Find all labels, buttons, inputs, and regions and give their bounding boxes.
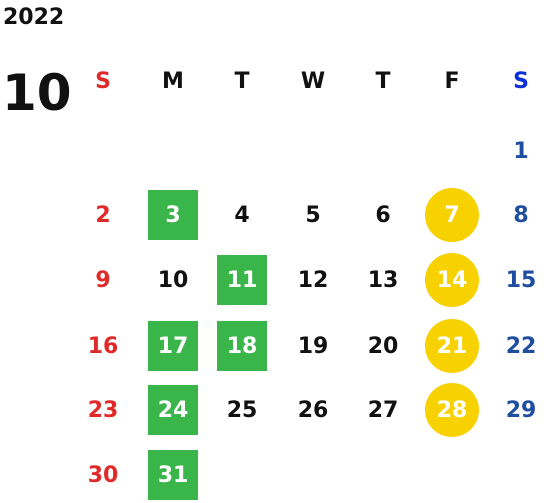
day-number: 15 (505, 267, 537, 293)
day-cell-17: 17 (145, 320, 201, 372)
day-number: 29 (505, 397, 537, 423)
day-number: 2 (95, 202, 111, 228)
day-number: 27 (367, 397, 399, 423)
calendar-month: 10 (2, 64, 72, 122)
day-number: 30 (87, 462, 119, 488)
day-cell-31: 31 (145, 449, 201, 501)
day-number: 9 (95, 267, 111, 293)
day-cell-13: 13 (355, 254, 411, 306)
day-cell-29: 29 (493, 384, 548, 436)
weekday-header: F (424, 55, 480, 107)
green-square-marker (148, 321, 198, 371)
day-cell-11: 11 (214, 254, 270, 306)
day-number: 21 (436, 333, 468, 359)
day-cell-6: 6 (355, 189, 411, 241)
day-number: 1 (513, 138, 529, 164)
day-number: 28 (436, 397, 468, 423)
day-number: 8 (513, 202, 529, 228)
day-cell-5: 5 (285, 189, 341, 241)
calendar-year: 2022 (3, 5, 65, 30)
day-number: 7 (444, 202, 460, 228)
day-number: 16 (87, 333, 119, 359)
day-number: 12 (297, 267, 329, 293)
day-number: 19 (297, 333, 329, 359)
weekday-header: T (214, 55, 270, 107)
day-cell-10: 10 (145, 254, 201, 306)
day-number: 6 (375, 202, 391, 228)
weekday-label: S (513, 68, 529, 94)
weekday-label: F (444, 68, 460, 94)
day-cell-12: 12 (285, 254, 341, 306)
weekday-label: W (300, 68, 326, 94)
day-number: 4 (234, 202, 250, 228)
day-cell-18: 18 (214, 320, 270, 372)
day-cell-3: 3 (145, 189, 201, 241)
day-number: 13 (367, 267, 399, 293)
day-cell-24: 24 (145, 384, 201, 436)
day-cell-8: 8 (493, 189, 548, 241)
day-cell-2: 2 (75, 189, 131, 241)
day-cell-1: 1 (493, 125, 548, 177)
green-square-marker (217, 255, 267, 305)
day-number: 23 (87, 397, 119, 423)
day-number: 5 (305, 202, 321, 228)
day-cell-20: 20 (355, 320, 411, 372)
day-number: 17 (157, 333, 189, 359)
day-cell-16: 16 (75, 320, 131, 372)
green-square-marker (148, 385, 198, 435)
day-cell-25: 25 (214, 384, 270, 436)
day-cell-22: 22 (493, 320, 548, 372)
day-cell-9: 9 (75, 254, 131, 306)
weekday-label: T (375, 68, 391, 94)
weekday-label: M (162, 68, 184, 94)
day-number: 14 (436, 267, 468, 293)
day-cell-14: 14 (424, 253, 480, 307)
day-number: 20 (367, 333, 399, 359)
day-cell-21: 21 (424, 319, 480, 373)
day-cell-26: 26 (285, 384, 341, 436)
day-number: 11 (226, 267, 258, 293)
day-cell-19: 19 (285, 320, 341, 372)
yellow-circle-marker (425, 188, 479, 242)
day-number: 3 (165, 202, 181, 228)
weekday-header: M (145, 55, 201, 107)
green-square-marker (217, 321, 267, 371)
weekday-header: S (75, 55, 131, 107)
green-square-marker (148, 450, 198, 500)
day-cell-7: 7 (424, 188, 480, 242)
weekday-label: T (234, 68, 250, 94)
day-number: 26 (297, 397, 329, 423)
day-number: 22 (505, 333, 537, 359)
day-number: 25 (226, 397, 258, 423)
day-cell-15: 15 (493, 254, 548, 306)
day-cell-30: 30 (75, 449, 131, 501)
day-number: 18 (226, 333, 258, 359)
yellow-circle-marker (425, 253, 479, 307)
green-square-marker (148, 190, 198, 240)
day-cell-27: 27 (355, 384, 411, 436)
yellow-circle-marker (425, 383, 479, 437)
weekday-label: S (95, 68, 111, 94)
day-cell-23: 23 (75, 384, 131, 436)
day-number: 24 (157, 397, 189, 423)
day-number: 10 (157, 267, 189, 293)
weekday-header: W (285, 55, 341, 107)
weekday-header: S (493, 55, 548, 107)
day-number: 31 (157, 462, 189, 488)
day-cell-4: 4 (214, 189, 270, 241)
yellow-circle-marker (425, 319, 479, 373)
weekday-header: T (355, 55, 411, 107)
day-cell-28: 28 (424, 383, 480, 437)
